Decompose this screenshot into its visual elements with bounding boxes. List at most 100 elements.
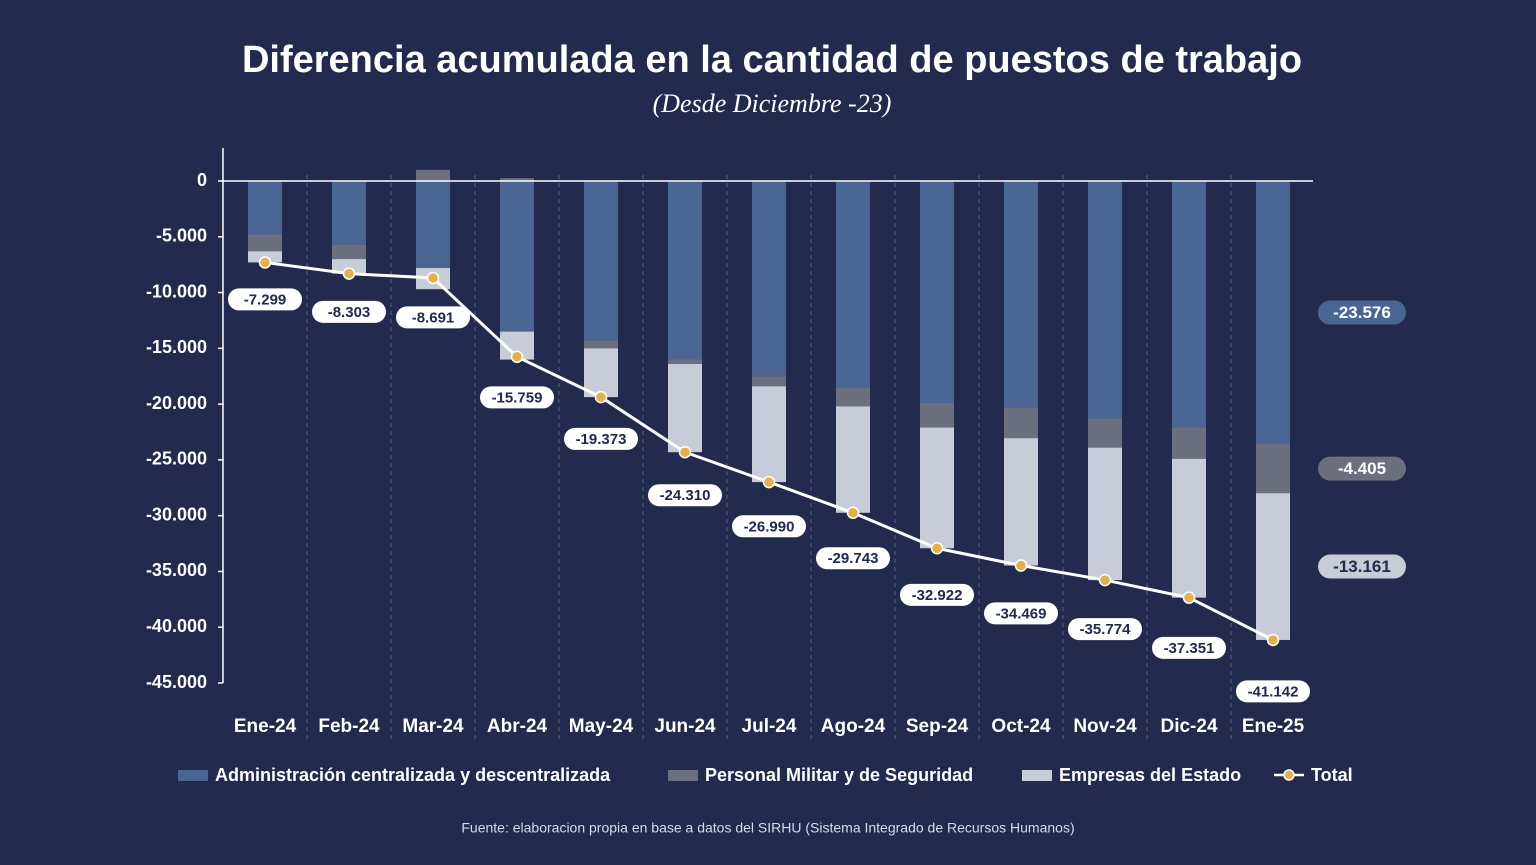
y-tick-label: -25.000	[146, 449, 207, 469]
x-tick-label: Dic-24	[1160, 716, 1217, 737]
total-marker	[258, 256, 272, 269]
total-marker	[342, 267, 356, 280]
total-label: -29.743	[828, 550, 879, 567]
total-label: -41.142	[1248, 683, 1299, 700]
total-label: -34.469	[996, 605, 1047, 622]
chart-title: Diferencia acumulada en la cantidad de p…	[242, 39, 1302, 81]
total-label-bg	[900, 583, 974, 606]
bar-segment	[332, 244, 366, 260]
total-label-bg	[1236, 680, 1310, 703]
y-tick-label: -5.000	[156, 226, 207, 246]
total-label-bg	[564, 427, 638, 450]
bar-segment	[920, 181, 954, 403]
legend-swatch	[1283, 769, 1295, 781]
x-tick-label: Nov-24	[1073, 716, 1137, 737]
total-label: -32.922	[912, 587, 963, 604]
bar-segment	[248, 234, 282, 252]
total-label: -8.303	[328, 304, 371, 321]
bar-segment	[248, 181, 282, 235]
bar-segment	[1088, 418, 1122, 448]
bar-segment	[1256, 444, 1290, 494]
total-marker	[1014, 559, 1028, 572]
total-marker	[1266, 633, 1280, 647]
end-label: -23.576	[1333, 303, 1391, 322]
bar-segment	[1172, 181, 1206, 428]
x-tick-label: Ago-24	[821, 716, 886, 737]
bar-segment	[584, 181, 618, 341]
bar-segment	[920, 402, 954, 428]
bar-segment	[332, 259, 366, 274]
total-label-bg	[816, 547, 890, 570]
legend-label: Total	[1311, 765, 1353, 785]
y-tick-label: -30.000	[146, 504, 207, 524]
total-label: -35.774	[1080, 621, 1132, 638]
bar-segment	[416, 181, 450, 269]
bar-segment	[1088, 181, 1122, 419]
bar-segment	[920, 427, 954, 549]
x-tick-label: Jul-24	[742, 716, 797, 737]
total-marker	[846, 506, 860, 520]
total-label-bg	[396, 306, 470, 329]
y-tick-label: -45.000	[146, 672, 207, 692]
end-label: -4.405	[1338, 459, 1386, 478]
bar-segment	[1256, 181, 1290, 445]
y-tick-label: -10.000	[146, 281, 207, 301]
bar-segment	[416, 169, 450, 181]
bar-segment	[500, 178, 534, 181]
bar-segment	[584, 348, 618, 398]
legend-label: Personal Militar y de Seguridad	[705, 765, 973, 785]
y-tick-label: -15.000	[146, 337, 207, 357]
end-label-bg	[1318, 456, 1406, 481]
legend-swatch	[1022, 770, 1052, 781]
bar-segment	[668, 359, 702, 364]
bar-segment	[1004, 438, 1038, 566]
total-label: -26.990	[744, 518, 795, 535]
bar-segment	[752, 376, 786, 387]
total-label-bg	[480, 386, 554, 409]
total-label: -8.691	[412, 309, 455, 326]
bar-segment	[1004, 408, 1038, 439]
y-tick-label: -20.000	[146, 393, 207, 413]
x-tick-label: Ene-24	[234, 716, 297, 737]
source: Fuente: elaboracion propia en base a dat…	[461, 820, 1074, 836]
total-marker	[426, 271, 440, 285]
total-marker	[930, 542, 944, 555]
total-label: -24.310	[660, 487, 711, 504]
end-label-bg	[1318, 554, 1406, 579]
total-marker	[1182, 591, 1196, 604]
x-tick-label: Mar-24	[402, 716, 464, 737]
total-label: -7.299	[244, 291, 287, 308]
bar-segment	[584, 340, 618, 349]
x-tick-label: Jun-24	[654, 716, 716, 737]
bar-segment	[1088, 447, 1122, 581]
legend-label: Empresas del Estado	[1059, 765, 1241, 785]
bar-segment	[752, 386, 786, 483]
y-tick-label: -40.000	[146, 616, 207, 636]
x-tick-label: Feb-24	[318, 716, 380, 737]
total-label: -19.373	[576, 431, 627, 448]
total-label-bg	[984, 602, 1058, 625]
bar-segment	[1004, 181, 1038, 409]
bar-segment	[836, 181, 870, 388]
x-tick-label: Abr-24	[487, 716, 548, 737]
legend-label: Administración centralizada y descentral…	[215, 765, 611, 785]
y-tick-label: 0	[197, 170, 207, 190]
total-marker	[1098, 573, 1112, 587]
total-marker	[594, 390, 608, 404]
chart-subtitle: (Desde Diciembre -23)	[653, 89, 892, 118]
total-label-bg	[648, 484, 722, 507]
end-label-bg	[1318, 300, 1406, 325]
bar-segment	[1172, 427, 1206, 459]
end-label: -13.161	[1333, 557, 1391, 576]
total-marker	[678, 445, 692, 459]
x-tick-label: Sep-24	[906, 716, 969, 737]
total-label-bg	[228, 288, 302, 311]
total-label-bg	[312, 300, 386, 323]
bar-segment	[836, 387, 870, 407]
total-label-bg	[1152, 636, 1226, 659]
bar-segment	[668, 363, 702, 453]
x-tick-label: Oct-24	[991, 716, 1051, 737]
bar-segment	[1172, 458, 1206, 598]
y-tick-label: -35.000	[146, 560, 207, 580]
total-marker	[762, 475, 776, 489]
